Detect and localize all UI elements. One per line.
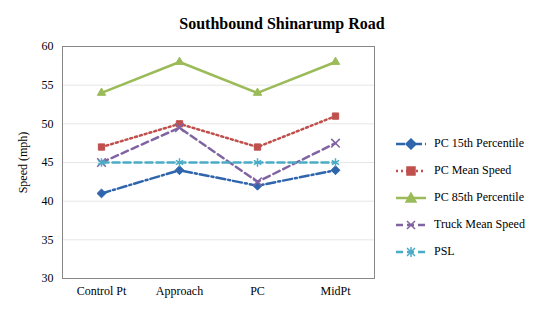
svg-text:35: 35 <box>42 233 54 247</box>
html-text:PC Mean Speed: PC Mean Speed <box>434 163 512 177</box>
html-text:PC 85th Percentile: PC 85th Percentile <box>434 190 524 204</box>
svg-text:Control Pt: Control Pt <box>77 284 127 298</box>
svg-text:MidPt: MidPt <box>320 284 351 298</box>
html-text:Truck Mean Speed: Truck Mean Speed <box>434 217 525 231</box>
html-text:PC 15th Percentile: PC 15th Percentile <box>434 136 524 150</box>
svg-text:45: 45 <box>42 155 54 169</box>
svg-text:50: 50 <box>42 117 54 131</box>
svg-text:Speed (mph): Speed (mph) <box>16 132 30 194</box>
html-text:Southbound Shinarump Road: Southbound Shinarump Road <box>179 15 385 32</box>
svg-text:Approach: Approach <box>156 284 203 298</box>
svg-text:PC: PC <box>250 284 265 298</box>
html-text:PSL: PSL <box>434 244 455 258</box>
svg-text:30: 30 <box>42 271 54 285</box>
svg-text:60: 60 <box>42 39 54 53</box>
svg-text:55: 55 <box>42 78 54 92</box>
svg-text:40: 40 <box>42 194 54 208</box>
